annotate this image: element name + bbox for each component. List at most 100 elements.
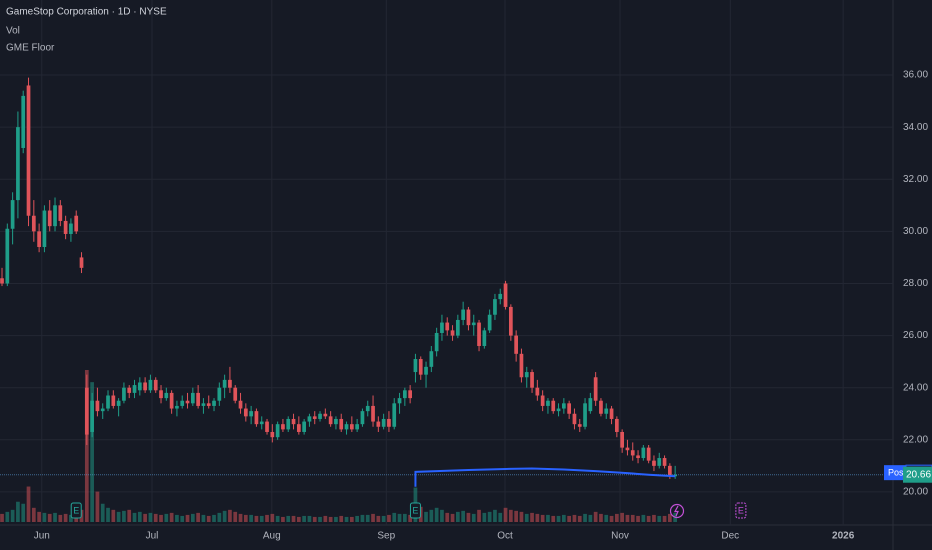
- candle-body: [641, 447, 646, 459]
- volume-bar: [228, 509, 232, 522]
- volume-bar: [132, 512, 137, 522]
- candle-body: [381, 418, 386, 427]
- candle-body: [21, 95, 26, 148]
- volume-bar: [466, 512, 471, 522]
- candle-body: [302, 421, 306, 432]
- candle-body: [365, 405, 370, 412]
- volume-bar: [408, 514, 412, 522]
- candle-body: [599, 400, 603, 414]
- candle-body: [148, 379, 153, 391]
- candle-body: [657, 458, 662, 466]
- candle-body: [614, 418, 619, 432]
- candle-body: [69, 223, 73, 234]
- volume-bar: [286, 515, 291, 522]
- candle-body: [466, 309, 471, 326]
- candle-body: [137, 382, 142, 391]
- volume-bar: [249, 514, 253, 522]
- earnings-label: E: [73, 505, 79, 515]
- volume-bar: [212, 514, 216, 522]
- earnings-label: E: [412, 505, 418, 515]
- candle-body: [212, 400, 216, 406]
- volume-bar: [599, 513, 603, 522]
- volume-bar: [21, 503, 26, 522]
- volume-bar: [180, 515, 185, 522]
- earnings-marker: [70, 502, 82, 519]
- candle-body: [328, 416, 333, 425]
- volume-bar: [270, 513, 275, 522]
- volume-bar: [540, 514, 545, 522]
- volume-bar: [339, 515, 344, 522]
- candle-body: [79, 257, 84, 268]
- candle-body: [493, 299, 497, 315]
- candle-body: [206, 403, 211, 406]
- candle-body: [281, 424, 285, 430]
- candle-body: [143, 382, 147, 391]
- candle-body: [169, 392, 174, 409]
- volume-bar: [259, 515, 264, 522]
- volume-bar: [307, 515, 312, 522]
- candle-body: [636, 455, 640, 459]
- volume-bar: [551, 515, 556, 522]
- volume-bar: [535, 513, 540, 522]
- y-tick-label: 22.00: [903, 434, 928, 445]
- candles: [0, 77, 678, 479]
- candle-body: [243, 408, 248, 417]
- candle-body: [159, 390, 163, 399]
- candle-body: [471, 322, 476, 326]
- candle-body: [556, 408, 561, 412]
- volume-bar: [524, 513, 529, 522]
- candle-body: [233, 387, 238, 401]
- candle-body: [461, 309, 465, 320]
- volume-bar: [625, 514, 630, 522]
- candle-body: [440, 322, 444, 333]
- candle-body: [646, 447, 651, 461]
- volume-bar: [493, 509, 497, 522]
- candle-body: [16, 127, 20, 201]
- volume-bar: [652, 514, 656, 522]
- volume-bar: [10, 509, 15, 522]
- volume-bar: [201, 514, 206, 522]
- volume-bar: [583, 513, 587, 522]
- candle-body: [153, 379, 158, 391]
- candle-body: [318, 413, 322, 419]
- candle-body: [339, 418, 344, 430]
- volume-bar: [546, 514, 550, 522]
- volume-bar: [482, 512, 487, 522]
- candle-body: [334, 418, 338, 425]
- volume-bar: [424, 511, 428, 522]
- candle-body: [498, 293, 503, 300]
- candle-body: [106, 395, 110, 409]
- candle-body: [254, 411, 259, 425]
- y-tick-label: 26.00: [903, 330, 928, 341]
- volume-bar: [84, 370, 89, 522]
- volume-bar: [365, 514, 370, 522]
- volume-bar: [159, 514, 163, 522]
- x-tick-label: Jul: [146, 531, 159, 542]
- volume-bar: [445, 512, 450, 522]
- candle-body: [508, 306, 513, 336]
- volume-bar: [312, 516, 317, 522]
- volume-bar: [604, 514, 609, 522]
- candle-body: [519, 353, 524, 378]
- x-tick-label: Aug: [263, 531, 281, 542]
- y-tick-label: 20.00: [903, 487, 928, 498]
- volume-bar: [461, 510, 465, 522]
- volume-bar: [185, 514, 190, 522]
- candle-body: [413, 359, 418, 373]
- candle-body: [31, 215, 36, 232]
- candle-body: [408, 390, 412, 399]
- volume-bar: [630, 514, 635, 522]
- candle-body: [222, 379, 227, 388]
- candle-body: [524, 372, 529, 378]
- volume-bar: [106, 507, 110, 522]
- candle-body: [116, 400, 121, 406]
- volume-bar: [318, 516, 322, 522]
- candle-body: [5, 228, 10, 284]
- y-tick-label: 32.00: [903, 174, 928, 185]
- post-name-box: [884, 465, 908, 481]
- volume-bar: [233, 511, 238, 522]
- volume-bar: [381, 515, 386, 522]
- candle-body: [424, 366, 428, 375]
